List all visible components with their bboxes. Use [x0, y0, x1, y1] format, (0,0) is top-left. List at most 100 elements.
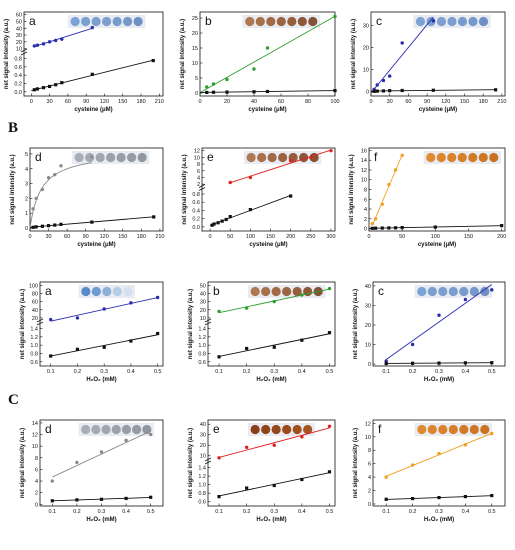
y-tick-label: 30 — [200, 433, 206, 439]
y-tick-label: 10 — [194, 155, 200, 161]
y-tick-label: 0.6 — [30, 360, 38, 366]
spot-image — [81, 286, 91, 297]
data-point — [272, 483, 276, 488]
y-tick-label: 0.8 — [198, 352, 206, 358]
spot-image — [276, 16, 286, 27]
y-tick-label: 0 — [195, 91, 198, 97]
y-tick-label: 0 — [368, 502, 371, 508]
panel-letter: e — [207, 150, 214, 164]
data-point — [102, 345, 106, 349]
y-tick-label: 0.6 — [192, 200, 200, 206]
spot-image — [123, 16, 133, 27]
data-point — [490, 361, 494, 365]
y-tick-label: 2 — [197, 182, 200, 188]
y-tick-label: 10 — [365, 435, 371, 441]
data-point — [437, 496, 441, 500]
data-point — [211, 82, 216, 86]
data-point — [216, 221, 220, 225]
y-tick-label: 1.2 — [198, 474, 206, 480]
data-point — [375, 83, 379, 87]
data-point — [463, 494, 467, 499]
data-point — [102, 307, 106, 311]
x-tick-label: 0.5 — [326, 369, 334, 375]
spot-image — [303, 424, 313, 435]
data-point — [151, 58, 155, 63]
data-point — [381, 89, 386, 93]
y-tick-label: 6 — [197, 169, 200, 175]
x-tick-label: 150 — [118, 99, 127, 105]
y-tick-label: 40 — [16, 26, 22, 32]
spot-image — [457, 152, 467, 163]
y-tick-label: 5 — [195, 76, 198, 82]
spot-image — [257, 152, 267, 163]
data-point — [129, 339, 133, 343]
y-tick-label: 20 — [200, 443, 206, 449]
x-axis-label: H₂O₂ (mM) — [424, 377, 454, 383]
data-point — [300, 435, 304, 439]
spot-image — [246, 152, 256, 163]
data-point — [54, 83, 58, 87]
y-tick-label: 1.0 — [198, 343, 206, 349]
fit-line — [385, 284, 493, 360]
y-tick-label: 1.4 — [198, 327, 206, 333]
y-tick-label: 5 — [25, 152, 28, 158]
y-axis-label: net signal intensity (a.u.) — [351, 19, 357, 89]
y-tick-label: 20 — [200, 308, 206, 314]
fit-line — [218, 333, 330, 357]
chart-panel: 0 30 60 90 120 150 180 2100.00.20.40.60.8102030… — [4, 11, 164, 113]
spot-image — [427, 286, 437, 297]
data-point — [410, 342, 415, 347]
spot-image — [271, 424, 281, 435]
x-tick-label: 0.1 — [382, 509, 390, 515]
spot-image — [489, 152, 499, 163]
x-tick-label: 0.1 — [215, 369, 223, 375]
data-point — [90, 220, 94, 224]
x-tick-label: 250 — [306, 234, 315, 240]
x-tick-label: 50 — [227, 234, 233, 240]
x-tick-label: 0.2 — [243, 369, 251, 375]
data-point — [40, 224, 44, 228]
fit-line — [199, 15, 336, 94]
plot-frame — [29, 147, 164, 232]
x-axis-label: cysteine (μM) — [249, 242, 287, 248]
fit-line — [371, 154, 403, 226]
y-tick-label: 1 — [25, 211, 28, 217]
data-point — [372, 89, 376, 93]
x-tick-label: 30 — [45, 234, 51, 240]
spot-image — [121, 424, 132, 435]
spot-image — [427, 424, 437, 435]
y-tick-label: 30 — [200, 300, 206, 306]
spot-image — [70, 16, 80, 27]
data-point — [333, 14, 337, 19]
chart-panel: 0 50 100 150 200 0 2 4 6 8 10 12 14 16 cysteine (μM) ne… — [349, 147, 506, 248]
data-point — [60, 37, 64, 41]
data-point — [437, 361, 441, 365]
spot-image — [271, 286, 281, 297]
spot-image — [132, 424, 142, 435]
x-axis-label: cysteine (μM) — [74, 107, 112, 113]
panel-letter: d — [45, 422, 52, 436]
data-point — [212, 222, 216, 226]
y-tick-label: 10 — [192, 61, 198, 67]
spot-image — [267, 152, 277, 163]
spot-image — [287, 16, 297, 27]
y-axis-label: net signal intensity (a.u.) — [20, 428, 26, 498]
fit-line — [218, 427, 330, 458]
data-point — [149, 432, 153, 437]
y-tick-label: 0.6 — [198, 500, 206, 506]
spot-image — [457, 16, 468, 27]
x-tick-label: 0.3 — [435, 509, 443, 515]
x-tick-label: 0.5 — [488, 509, 496, 515]
plot-frame — [370, 11, 506, 97]
y-tick-label: 40 — [200, 422, 206, 428]
spot-image — [468, 152, 478, 163]
y-tick-label: 0.2 — [192, 217, 200, 223]
x-tick-label: 0.1 — [215, 509, 223, 515]
data-point — [381, 78, 386, 83]
data-point — [490, 431, 494, 436]
data-point — [90, 25, 94, 30]
data-point — [384, 497, 388, 501]
data-point — [300, 293, 304, 297]
data-point — [289, 194, 293, 198]
y-tick-label: 20 — [363, 45, 369, 51]
